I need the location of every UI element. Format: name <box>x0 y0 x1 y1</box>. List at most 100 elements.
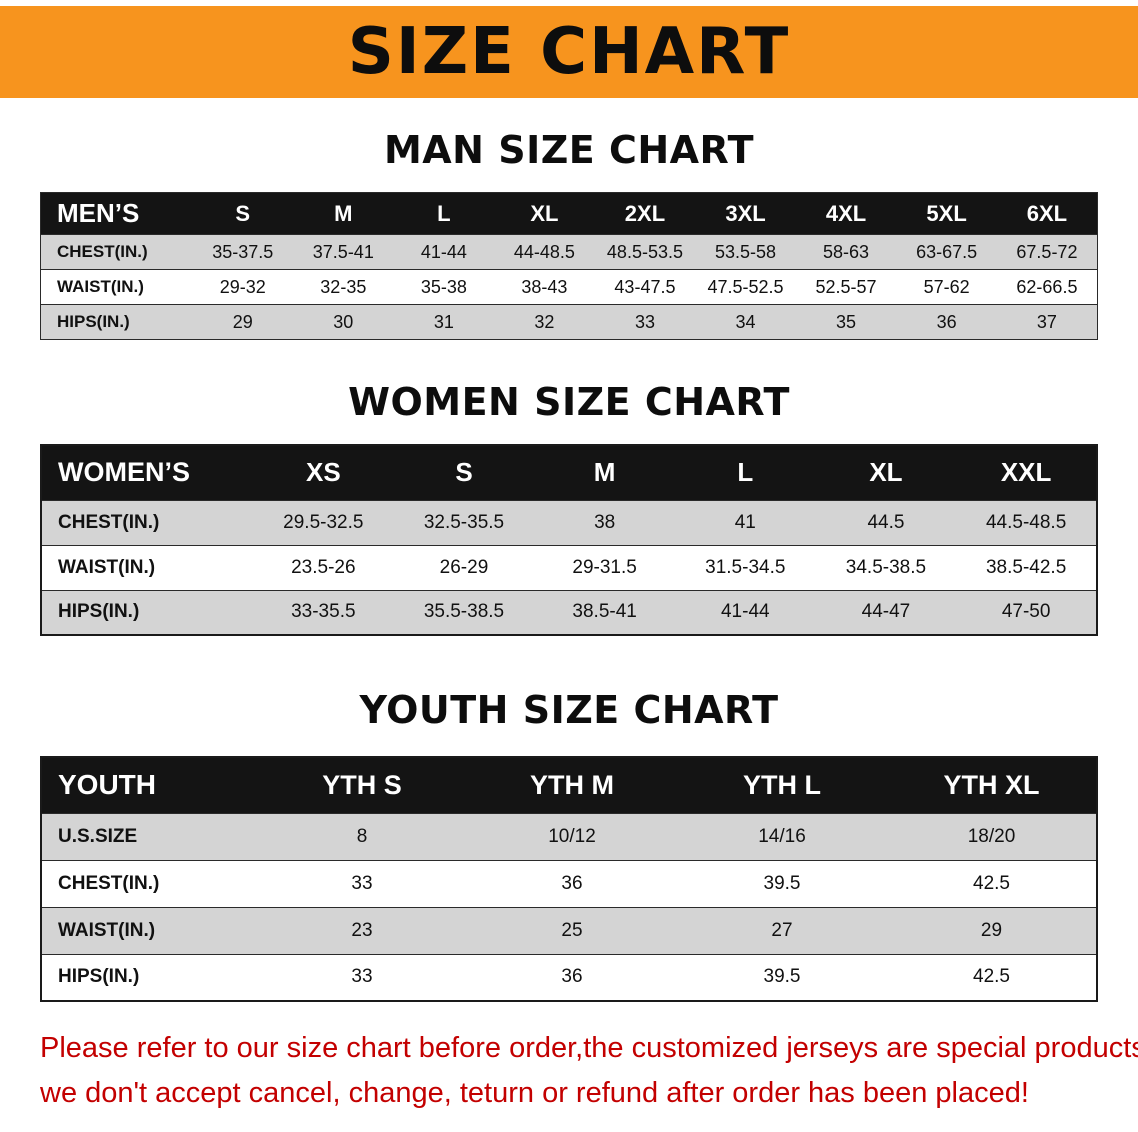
size-value: 58-63 <box>795 234 897 270</box>
size-value: 37 <box>996 304 1098 340</box>
row-label: CHEST(IN.) <box>40 234 193 270</box>
size-value: 35.5-38.5 <box>393 589 535 636</box>
size-value: 36 <box>467 859 677 908</box>
size-value: 31 <box>393 304 495 340</box>
size-value: 33 <box>257 859 467 908</box>
size-value: 27 <box>677 906 887 955</box>
size-column-header: YTH M <box>467 757 677 813</box>
size-value: 44.5-48.5 <box>956 499 1097 546</box>
size-column-header: XL <box>494 192 595 235</box>
youth-size-table: YOUTH YTH S YTH M YTH L YTH XL U.S.SIZE 8 10/1… <box>40 756 1098 1002</box>
row-label: CHEST(IN.) <box>41 499 253 546</box>
size-column-header: S <box>192 192 294 235</box>
size-value: 29-32 <box>192 269 294 305</box>
size-value: 41-44 <box>393 234 495 270</box>
table-row: HIPS(IN.) 33 36 39.5 42.5 <box>41 953 1097 1002</box>
size-value: 35-37.5 <box>192 234 294 270</box>
table-row: WAIST(IN.) 29-32 32-35 35-38 38-43 43-47.5 47.… <box>40 269 1098 305</box>
size-value: 41-44 <box>674 589 816 636</box>
men-size-table: MEN’S S M L XL 2XL 3XL 4XL 5XL 6XL CHEST(IN.) 35-3… <box>40 192 1098 340</box>
size-value: 35-38 <box>393 269 495 305</box>
size-value: 31.5-34.5 <box>674 544 816 591</box>
size-value: 57-62 <box>896 269 997 305</box>
size-column-header: L <box>674 445 816 500</box>
table-row: WAIST(IN.) 23.5-26 26-29 29-31.5 31.5-34.5 34… <box>41 544 1097 591</box>
size-value: 23.5-26 <box>253 544 394 591</box>
size-value: 32-35 <box>293 269 394 305</box>
size-value: 14/16 <box>677 812 887 861</box>
row-label: WAIST(IN.) <box>41 906 257 955</box>
disclaimer-line-2: we don't accept cancel, change, teturn o… <box>40 1076 1029 1109</box>
disclaimer-line-1: Please refer to our size chart before or… <box>40 1032 1138 1064</box>
size-value: 25 <box>467 906 677 955</box>
size-column-header: M <box>534 445 675 500</box>
size-column-header: S <box>393 445 535 500</box>
size-value: 48.5-53.5 <box>594 234 696 270</box>
youth-table-header-row: YOUTH YTH S YTH M YTH L YTH XL <box>41 757 1097 813</box>
size-value: 62-66.5 <box>996 269 1098 305</box>
youth-size-chart-heading: YOUTH SIZE CHART <box>359 688 779 732</box>
size-column-header: XL <box>815 445 957 500</box>
table-corner-label: WOMEN’S <box>41 445 253 500</box>
size-value: 38 <box>534 499 675 546</box>
size-value: 30 <box>293 304 394 340</box>
women-table-body: CHEST(IN.) 29.5-32.5 32.5-35.5 38 41 44.5 44.5… <box>41 499 1097 636</box>
size-value: 35 <box>795 304 897 340</box>
table-corner-label: MEN’S <box>40 192 193 235</box>
men-table-header-row: MEN’S S M L XL 2XL 3XL 4XL 5XL 6XL <box>40 192 1098 235</box>
size-column-header: YTH S <box>257 757 467 813</box>
size-value: 29-31.5 <box>534 544 675 591</box>
size-value: 38.5-42.5 <box>956 544 1097 591</box>
size-column-header: L <box>393 192 495 235</box>
table-row: CHEST(IN.) 35-37.5 37.5-41 41-44 44-48.5 48.5… <box>40 234 1098 270</box>
size-value: 47.5-52.5 <box>695 269 796 305</box>
size-value: 34.5-38.5 <box>815 544 957 591</box>
size-value: 23 <box>257 906 467 955</box>
table-row: HIPS(IN.) 29 30 31 32 33 34 35 36 37 <box>40 304 1098 340</box>
size-value: 29.5-32.5 <box>253 499 394 546</box>
size-value: 8 <box>257 812 467 861</box>
table-row: CHEST(IN.) 33 36 39.5 42.5 <box>41 859 1097 908</box>
table-row: WAIST(IN.) 23 25 27 29 <box>41 906 1097 955</box>
table-row: U.S.SIZE 8 10/12 14/16 18/20 <box>41 812 1097 861</box>
size-value: 38.5-41 <box>534 589 675 636</box>
disclaimer-text: Please refer to our size chart before or… <box>40 1026 1138 1116</box>
men-table-body: CHEST(IN.) 35-37.5 37.5-41 41-44 44-48.5 48.5… <box>40 234 1098 340</box>
size-value: 32 <box>494 304 595 340</box>
size-value: 33 <box>257 953 467 1002</box>
row-label: HIPS(IN.) <box>41 953 257 1002</box>
size-value: 26-29 <box>393 544 535 591</box>
table-row: HIPS(IN.) 33-35.5 35.5-38.5 38.5-41 41-44 44-… <box>41 589 1097 636</box>
size-value: 44-48.5 <box>494 234 595 270</box>
size-chart-banner: SIZE CHART <box>0 6 1138 98</box>
banner-title: SIZE CHART <box>347 15 791 89</box>
size-column-header: YTH XL <box>887 757 1097 813</box>
size-value: 52.5-57 <box>795 269 897 305</box>
size-value: 10/12 <box>467 812 677 861</box>
size-value: 37.5-41 <box>293 234 394 270</box>
row-label: WAIST(IN.) <box>40 269 193 305</box>
row-label: HIPS(IN.) <box>41 589 253 636</box>
row-label: HIPS(IN.) <box>40 304 193 340</box>
size-column-header: 5XL <box>896 192 997 235</box>
row-label: WAIST(IN.) <box>41 544 253 591</box>
youth-table-body: U.S.SIZE 8 10/12 14/16 18/20 CHEST(IN.) 33 36 39… <box>41 812 1097 1002</box>
table-row: CHEST(IN.) 29.5-32.5 32.5-35.5 38 41 44.5 44.5… <box>41 499 1097 546</box>
size-value: 44.5 <box>815 499 957 546</box>
size-column-header: YTH L <box>677 757 887 813</box>
size-value: 38-43 <box>494 269 595 305</box>
size-value: 33 <box>594 304 696 340</box>
size-value: 67.5-72 <box>996 234 1098 270</box>
size-value: 32.5-35.5 <box>393 499 535 546</box>
size-column-header: 2XL <box>594 192 696 235</box>
size-value: 36 <box>467 953 677 1002</box>
size-value: 18/20 <box>887 812 1097 861</box>
size-value: 42.5 <box>887 953 1097 1002</box>
size-column-header: M <box>293 192 394 235</box>
size-column-header: XXL <box>956 445 1097 500</box>
row-label: U.S.SIZE <box>41 812 257 861</box>
size-value: 44-47 <box>815 589 957 636</box>
size-column-header: 6XL <box>996 192 1098 235</box>
size-column-header: 4XL <box>795 192 897 235</box>
women-size-chart-heading: WOMEN SIZE CHART <box>348 380 790 424</box>
